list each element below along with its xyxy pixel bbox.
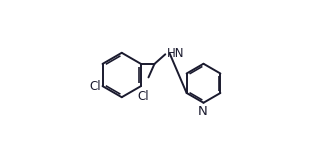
Text: Cl: Cl <box>137 90 149 103</box>
Text: N: N <box>198 105 208 118</box>
Text: Cl: Cl <box>90 80 101 93</box>
Text: HN: HN <box>166 47 184 60</box>
